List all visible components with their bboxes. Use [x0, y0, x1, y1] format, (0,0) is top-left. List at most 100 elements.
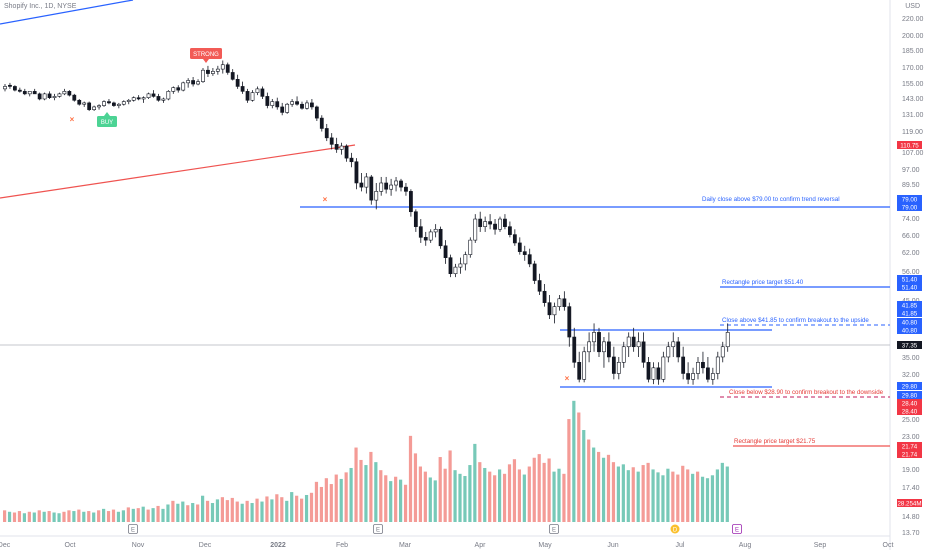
- candle-body: [587, 341, 592, 353]
- volume-bar: [225, 500, 229, 522]
- price-tag: [897, 391, 922, 399]
- volume-bar: [369, 451, 373, 522]
- candle-body: [166, 91, 171, 100]
- candle-body: [141, 97, 146, 100]
- candle-body: [146, 93, 151, 98]
- volume-bar: [577, 412, 581, 522]
- candle-body: [97, 105, 101, 108]
- candle-body: [265, 96, 270, 106]
- annotation-text: Rectangle price target $21.75: [734, 438, 816, 445]
- volume-bar: [601, 457, 606, 522]
- candle-body: [384, 182, 389, 190]
- volume-bar: [131, 508, 135, 522]
- x-tick-label: Nov: [132, 542, 145, 549]
- price-tag-label: 110.75: [900, 142, 919, 149]
- price-tag-label: 28.40: [902, 400, 918, 407]
- candle-body: [255, 88, 260, 93]
- signal-badge-label: BUY: [101, 120, 113, 126]
- volume-bar: [626, 470, 630, 522]
- price-tag: [897, 442, 922, 450]
- volume-bar: [27, 511, 31, 522]
- y-tick-label: 74.00: [902, 216, 920, 223]
- candle-body: [621, 346, 626, 363]
- candle-body: [710, 373, 715, 380]
- price-tag-label: 40.80: [902, 319, 918, 326]
- candle-body: [8, 84, 12, 87]
- candle-body: [359, 182, 364, 188]
- currency-label: USD: [905, 3, 920, 10]
- candle-body: [606, 341, 611, 358]
- candle-body: [275, 101, 280, 108]
- y-tick-label: 14.80: [902, 514, 920, 521]
- volume-bar: [42, 511, 46, 522]
- price-tag-label: 41.85: [902, 302, 918, 309]
- volume-bar: [285, 500, 289, 522]
- y-tick-label: 56.00: [902, 269, 920, 276]
- volume-bar: [280, 497, 284, 522]
- price-tag: [897, 141, 922, 149]
- candle-body: [592, 332, 596, 343]
- candle-body: [725, 332, 730, 348]
- candle-body: [582, 351, 587, 380]
- volume-bar: [121, 510, 125, 522]
- y-tick-label: 155.00: [902, 81, 924, 88]
- candle-body: [230, 72, 235, 80]
- price-tag-label: 79.00: [902, 204, 918, 211]
- y-tick-label: 185.00: [902, 48, 924, 55]
- candle-body: [572, 336, 577, 363]
- candle-body: [354, 161, 359, 184]
- candle-body: [483, 221, 488, 227]
- volume-bar: [715, 469, 719, 522]
- volume-bar: [686, 469, 690, 522]
- volume-bar: [151, 508, 155, 522]
- candle-body: [176, 87, 181, 91]
- badge-pointer: [203, 59, 209, 63]
- candle-body: [468, 239, 473, 255]
- candle-body: [423, 237, 428, 241]
- candle-body: [661, 356, 666, 380]
- x-tick-label: Oct: [883, 542, 894, 549]
- volume-bar: [636, 471, 640, 522]
- candle-body: [715, 356, 720, 374]
- volume-bar: [161, 508, 165, 522]
- volume-bar: [661, 475, 665, 522]
- volume-bar: [156, 505, 160, 522]
- volume-bar: [186, 505, 190, 522]
- candle-body: [557, 298, 562, 307]
- candle-body: [270, 101, 275, 106]
- candle-body: [82, 102, 87, 105]
- price-tag: [897, 450, 922, 458]
- candle-body: [72, 94, 77, 101]
- candle-body: [394, 180, 398, 186]
- candle-body: [720, 346, 725, 358]
- volume-bar: [136, 508, 140, 522]
- candle-body: [156, 96, 161, 101]
- candle-body: [121, 101, 126, 105]
- candle-body: [458, 263, 463, 268]
- volume-bar: [646, 462, 650, 522]
- volume-bar: [166, 504, 170, 522]
- candle-body: [349, 157, 354, 163]
- annotation-text: Daily close above $79.00 to confirm tren…: [702, 196, 840, 203]
- volume-bar: [220, 497, 224, 522]
- volume-bar: [606, 454, 611, 522]
- volume-bar: [463, 476, 467, 522]
- candle-body: [567, 306, 572, 338]
- candle-body: [507, 226, 512, 235]
- volume-bar: [344, 472, 348, 522]
- volume-bar: [720, 462, 724, 522]
- candle-body: [656, 367, 661, 380]
- candle-body: [290, 101, 295, 105]
- volume-bar: [384, 475, 388, 522]
- lower-trendline: [0, 144, 356, 199]
- price-tag: [897, 499, 922, 507]
- volume-bar: [517, 469, 521, 522]
- volume-bar: [116, 511, 121, 522]
- candle-body: [691, 373, 695, 380]
- volume-bar: [532, 457, 536, 522]
- badge-pointer: [104, 112, 110, 116]
- candle-body: [126, 99, 131, 102]
- candle-body: [498, 218, 502, 230]
